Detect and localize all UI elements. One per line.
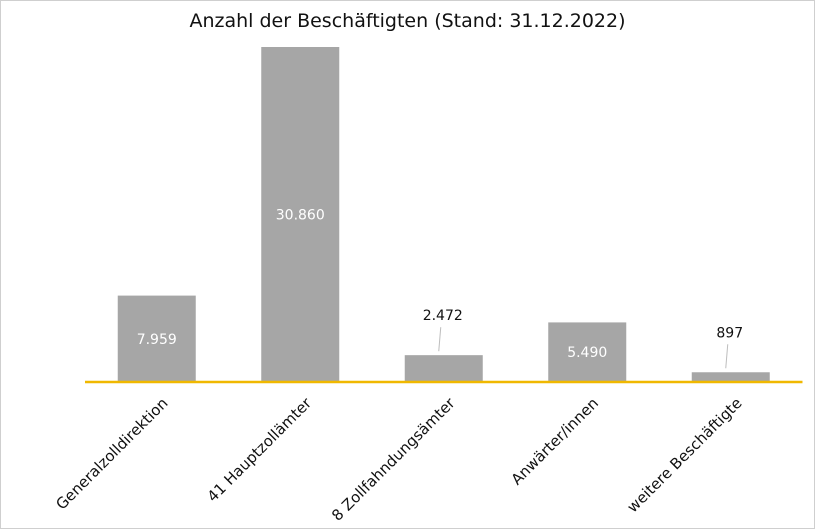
category-label-5: weitere Beschäftigte bbox=[624, 394, 746, 516]
bars-group bbox=[117, 47, 770, 382]
bar-3 bbox=[404, 355, 483, 382]
data-label-1: 7.959 bbox=[137, 332, 177, 348]
data-label-5: 897 bbox=[716, 325, 743, 341]
chart-title: Anzahl der Beschäftigten (Stand: 31.12.2… bbox=[189, 10, 626, 32]
bar-4 bbox=[548, 322, 627, 382]
data-label-4: 5.490 bbox=[567, 345, 607, 361]
data-label-leader-3 bbox=[438, 327, 442, 352]
data-label-leader-5 bbox=[725, 344, 729, 369]
bar-2 bbox=[261, 47, 340, 382]
category-label-3: 8 Zollfahndungsämter bbox=[328, 394, 459, 525]
category-label-1: Generalzolldirektion bbox=[52, 394, 171, 513]
category-label-4: Anwärter/innen bbox=[508, 394, 603, 489]
bar-1 bbox=[117, 295, 196, 382]
data-label-2: 30.860 bbox=[276, 208, 325, 224]
category-labels-group: Generalzolldirektion 41 Hauptzollämter 8 Z… bbox=[52, 394, 745, 525]
category-label-2: 41 Hauptzollämter bbox=[204, 394, 316, 506]
bar-5 bbox=[691, 372, 770, 382]
data-labels-group: 7.959 30.860 2.472 5.490 897 bbox=[137, 208, 743, 369]
data-label-3: 2.472 bbox=[423, 308, 463, 324]
